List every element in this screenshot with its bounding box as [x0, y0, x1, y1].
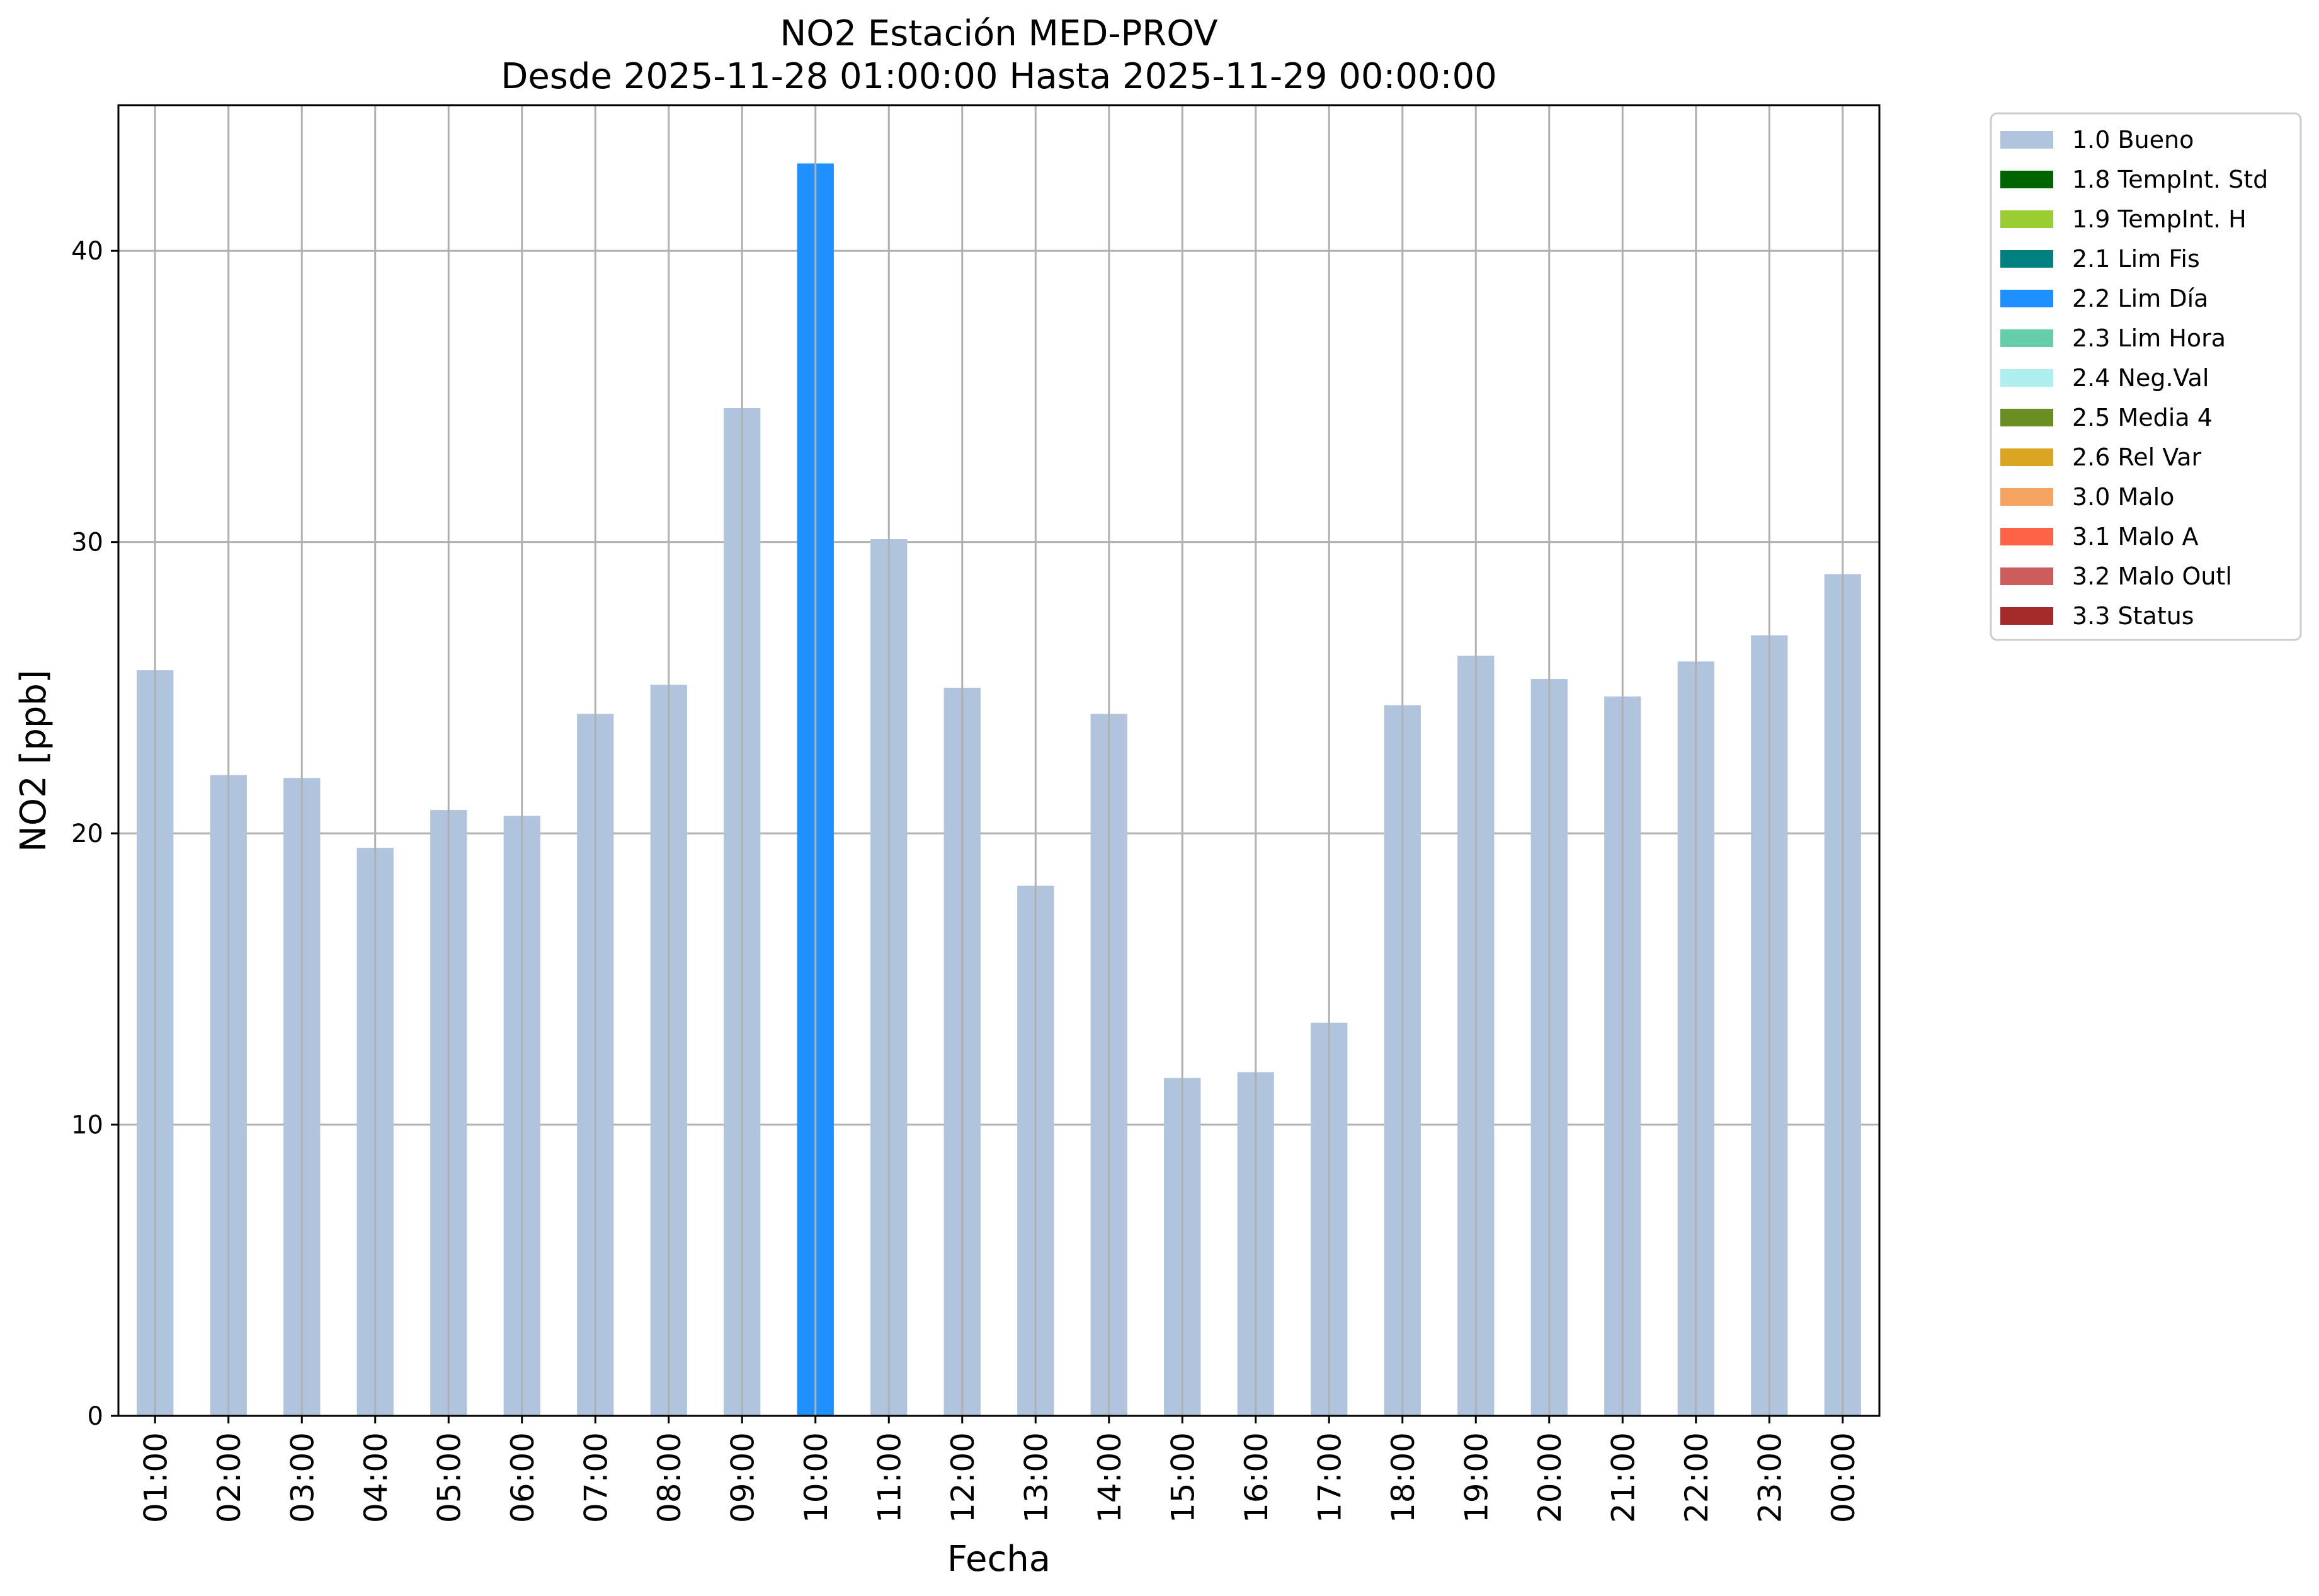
legend-label: 1.8 TempInt. Std [2072, 166, 2268, 193]
legend-label: 3.3 Status [2072, 602, 2194, 630]
legend-label: 2.5 Media 4 [2072, 404, 2213, 431]
x-tick-label: 07:00 [578, 1432, 614, 1523]
legend-frame [1990, 112, 2302, 641]
x-tick-label: 04:00 [358, 1432, 394, 1523]
y-tick-label: 20 [71, 819, 103, 848]
x-axis-label: Fecha [947, 1539, 1051, 1580]
legend-swatch [2000, 409, 2053, 426]
x-tick-label: 09:00 [724, 1432, 761, 1523]
legend: 1.0 Bueno 1.8 TempInt. Std 1.9 TempInt. H 2… [1990, 112, 2302, 641]
legend-label: 3.0 Malo [2072, 483, 2174, 511]
x-tick-label: 23:00 [1752, 1432, 1788, 1523]
y-tick-label: 0 [88, 1402, 103, 1431]
legend-swatch [2000, 528, 2053, 545]
x-tick-label: 15:00 [1165, 1432, 1201, 1523]
chart-subtitle: Desde 2025-11-28 01:00:00 Hasta 2025-11-… [501, 56, 1497, 97]
x-grid [154, 105, 1844, 1416]
legend-swatch [2000, 607, 2053, 625]
x-tick-label: 14:00 [1091, 1432, 1128, 1523]
y-axis: 0 10 20 30 40 [71, 237, 118, 1431]
x-tick-label: 11:00 [871, 1432, 908, 1523]
plot-frame [117, 104, 1881, 1417]
legend-label: 2.2 Lim Día [2072, 285, 2208, 312]
legend-label: 1.0 Bueno [2072, 126, 2194, 154]
x-tick-label: 00:00 [1825, 1432, 1862, 1523]
legend-label: 2.1 Lim Fis [2072, 245, 2200, 273]
legend-label: 1.9 TempInt. H [2072, 205, 2247, 233]
x-tick-label: 08:00 [651, 1432, 688, 1523]
legend-label: 2.3 Lim Hora [2072, 324, 2226, 352]
x-tick-label: 16:00 [1238, 1432, 1275, 1523]
x-axis: 01:00 02:00 03:00 04:00 05:00 06:00 07:00 08:00… [137, 1416, 1862, 1523]
x-tick-label: 03:00 [284, 1432, 321, 1523]
x-tick-label: 17:00 [1311, 1432, 1348, 1523]
legend-label: 2.6 Rel Var [2072, 443, 2202, 471]
legend-swatch [2000, 250, 2053, 268]
y-axis-label: NO2 [ppb] [13, 670, 54, 852]
legend-swatch [2000, 329, 2053, 347]
legend-swatch [2000, 567, 2053, 585]
legend-swatch [2000, 171, 2053, 188]
x-tick-label: 12:00 [945, 1432, 981, 1523]
x-tick-label: 05:00 [431, 1432, 467, 1523]
x-tick-label: 02:00 [211, 1432, 248, 1523]
legend-swatch [2000, 290, 2053, 307]
legend-label: 3.1 Malo A [2072, 523, 2198, 550]
legend-label: 3.2 Malo Outl [2072, 562, 2232, 590]
x-tick-label: 10:00 [798, 1432, 835, 1523]
x-tick-label: 06:00 [504, 1432, 541, 1523]
legend-label: 2.4 Neg.Val [2072, 364, 2209, 392]
legend-items: 1.0 Bueno 1.8 TempInt. Std 1.9 TempInt. H 2… [2000, 126, 2268, 630]
legend-swatch [2000, 210, 2053, 228]
chart-title: NO2 Estación MED-PROV [780, 13, 1217, 54]
y-tick-label: 40 [71, 237, 103, 266]
x-tick-label: 01:00 [137, 1432, 174, 1523]
x-tick-label: 20:00 [1532, 1432, 1568, 1523]
bars [137, 163, 1861, 1416]
x-tick-label: 13:00 [1018, 1432, 1054, 1523]
x-tick-label: 18:00 [1385, 1432, 1422, 1523]
legend-swatch [2000, 488, 2053, 506]
y-tick-label: 10 [71, 1111, 103, 1140]
legend-swatch [2000, 448, 2053, 466]
x-tick-label: 22:00 [1678, 1432, 1715, 1523]
y-tick-label: 30 [71, 528, 103, 557]
x-tick-label: 21:00 [1605, 1432, 1641, 1523]
legend-swatch [2000, 369, 2053, 387]
legend-swatch [2000, 131, 2053, 149]
x-tick-label: 19:00 [1458, 1432, 1495, 1523]
